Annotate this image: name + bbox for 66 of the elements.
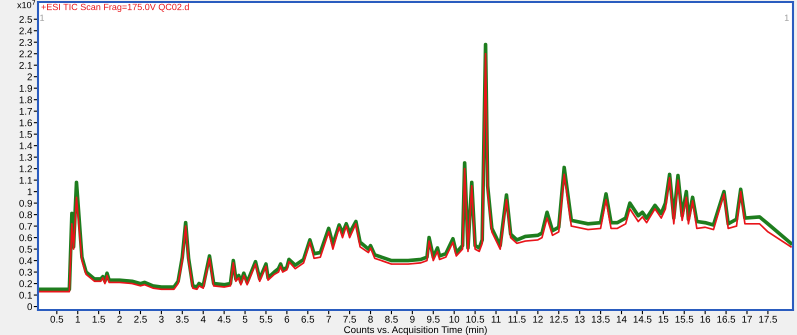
x-tick-label: 8 xyxy=(368,316,373,323)
y-tick-label: 1.2 xyxy=(20,165,32,172)
x-tick-label: 0.5 xyxy=(50,316,64,323)
y-tick-label: 0.6 xyxy=(19,234,32,242)
x-tick-label: 15.5 xyxy=(676,316,694,323)
x-tick-label: 8.5 xyxy=(385,316,398,323)
y-tick-label: 1.3 xyxy=(20,154,32,161)
x-tick-label: 13 xyxy=(575,316,585,323)
y-tick-label: 1.5 xyxy=(20,131,32,138)
y-tick-label: 1.4 xyxy=(20,142,32,150)
x-tick-label: 10.5 xyxy=(466,316,484,323)
x-tick-label: 6 xyxy=(284,316,290,323)
y-tick-label: 1 xyxy=(28,188,32,196)
y-tick-label: 2.3 xyxy=(19,38,32,46)
y-tick-label: 2.2 xyxy=(19,50,32,58)
x-tick-label: 15 xyxy=(658,316,668,323)
x-tick-label: 3.5 xyxy=(176,316,189,323)
y-tick-label: 0.8 xyxy=(19,211,32,218)
text: x10$^{7}$ xyxy=(17,0,36,8)
x-tick-label: 13.5 xyxy=(592,316,610,323)
x-tick-label: 14 xyxy=(616,316,627,323)
x-tick-label: 2.5 xyxy=(134,316,147,323)
x-tick-label: 5.5 xyxy=(260,316,272,323)
y-tick-label: 1.8 xyxy=(20,96,32,104)
x-tick-label: 9 xyxy=(410,316,415,323)
y-tick-label: 0.1 xyxy=(19,292,32,299)
y-tick-label: 1.7 xyxy=(20,108,32,115)
y-tick-label: 2.5 xyxy=(19,16,32,23)
y-tick-label: 1.6 xyxy=(20,119,32,126)
x-tick-label: 12 xyxy=(533,316,543,323)
annotation: 1 xyxy=(40,14,44,21)
y-tick-label: 0.4 xyxy=(19,257,32,264)
y-tick-label: 1.1 xyxy=(20,176,32,184)
y-tick-label: 0.2 xyxy=(19,280,32,288)
x-tick-label: 4 xyxy=(200,316,206,323)
x-tick-label: 11 xyxy=(492,316,501,323)
x-tick-label: 2 xyxy=(117,316,122,323)
x-tick-label: 7 xyxy=(326,316,331,323)
y-tick-label: 2 xyxy=(28,73,32,80)
x-tick-label: 4.5 xyxy=(218,316,230,323)
y-tick-label: 0.3 xyxy=(19,268,32,276)
y-tick-label: 2.4 xyxy=(19,27,32,34)
x-tick-label: 5 xyxy=(242,316,248,323)
y-tick-label: 0 xyxy=(27,303,32,310)
x-tick-label: 6.5 xyxy=(302,316,314,323)
x-tick-label: 10 xyxy=(450,316,460,323)
x-tick-label: 1 xyxy=(76,316,80,323)
x-tick-label: 9.5 xyxy=(426,316,440,323)
y-tick-label: 0.9 xyxy=(19,200,32,207)
x-tick-label: 17 xyxy=(742,316,752,323)
x-tick-label: 7.5 xyxy=(343,316,356,323)
annotation: 1 xyxy=(784,14,789,21)
y-tick-label: 0.5 xyxy=(19,246,32,253)
x-tick-label: 1.5 xyxy=(92,316,105,323)
y-tick-label: 1.9 xyxy=(20,84,32,92)
y-tick-label: 2.1 xyxy=(19,62,32,69)
x-tick-label: 11.5 xyxy=(508,316,526,323)
x-axis-title: Counts vs. Acquisition Time (min) xyxy=(344,326,487,335)
annotation: +ESI TIC Scan Frag=175.0V QC02.d xyxy=(41,4,189,12)
x-tick-label: 17.5 xyxy=(759,316,777,323)
x-tick-label: 3 xyxy=(159,316,164,323)
x-tick-label: 16.5 xyxy=(717,316,736,323)
y-tick-label: 0.7 xyxy=(19,222,32,230)
x-tick-label: 14.5 xyxy=(634,316,652,323)
x-tick-label: 16 xyxy=(700,316,710,323)
x-tick-label: 12.5 xyxy=(550,316,568,323)
